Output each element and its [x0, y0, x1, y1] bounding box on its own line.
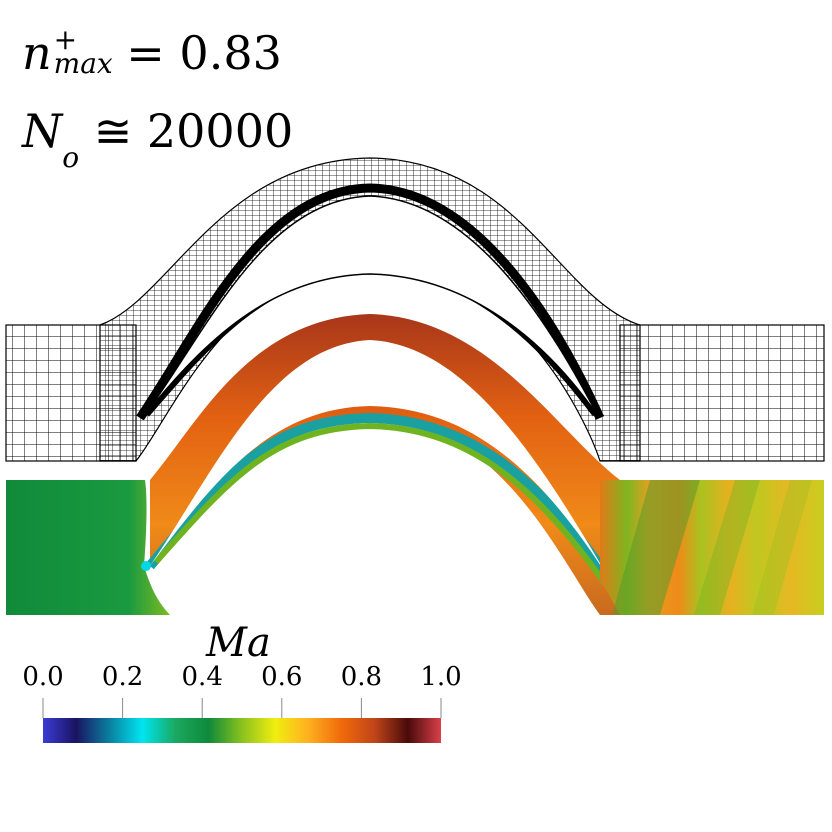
contour-inlet	[6, 480, 170, 615]
contour-shear-layer	[153, 422, 609, 587]
n-max-value: = 0.83	[126, 26, 282, 80]
n-subscript: max	[53, 47, 113, 80]
N-subscript: o	[62, 141, 80, 175]
colorbar-tick-label: 0.2	[101, 662, 144, 692]
colorbar-tick-marks	[42, 698, 442, 718]
colorbar-tick-label: 1.0	[420, 662, 462, 692]
colorbar-title: Ma	[206, 620, 271, 666]
n-symbol: n	[22, 26, 52, 80]
colorbar-bar	[43, 718, 441, 743]
mesh-blade	[143, 195, 599, 417]
contour-blade	[150, 340, 610, 580]
mesh-boundary-layer-upper	[136, 183, 605, 421]
n-max-annotation: n + max = 0.83	[22, 26, 282, 80]
mesh-outlet-block	[619, 324, 825, 462]
N-o-value: ≅ 20000	[93, 104, 294, 158]
contour-passage	[150, 314, 620, 615]
colorbar-tick-label: 0.8	[340, 662, 383, 692]
n-o-annotation: No ≅ 20000	[22, 108, 293, 172]
mach-contour	[6, 314, 824, 615]
outlet-wave-1	[612, 480, 700, 615]
colorbar-tick-label: 0.4	[181, 662, 223, 692]
outlet-wave-2	[694, 480, 760, 615]
computational-mesh	[5, 157, 825, 462]
leading-edge-stagnation	[141, 561, 151, 571]
colorbar-tick-label: 0.6	[261, 662, 303, 692]
colorbar-tick-label: 0.0	[22, 662, 64, 692]
outlet-wave-3	[752, 480, 812, 615]
colorbar	[42, 698, 442, 743]
N-symbol: N	[22, 104, 63, 158]
n-superscript: +	[53, 23, 78, 56]
n-scripts: + max	[52, 26, 113, 80]
contour-boundary-layer	[146, 412, 615, 583]
